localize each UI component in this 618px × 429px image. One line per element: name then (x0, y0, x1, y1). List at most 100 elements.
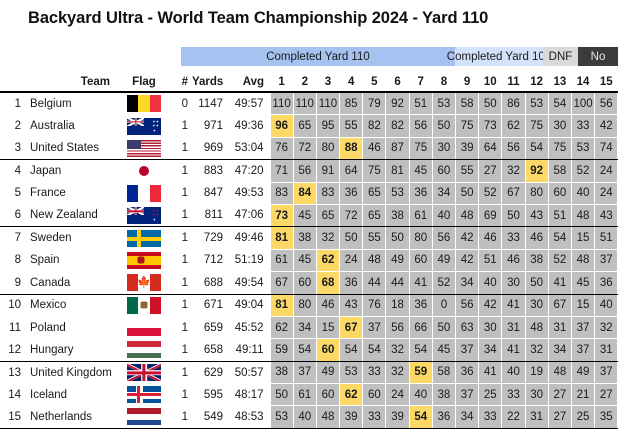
row-lap-value-5: 33 (362, 405, 387, 429)
row-lap-value-3: 60 (315, 383, 341, 407)
row-lap-value-11: 30 (501, 271, 526, 295)
row-runners-remaining: 1 (172, 249, 192, 272)
table-row[interactable]: 2 Australia ✦✦ ✦✦ ✦ 1 971 49:36 96 65 95 55 82 82 56 50… (0, 114, 618, 138)
row-lap-value-14: 15 (570, 226, 596, 250)
header-lap-1[interactable]: 1 (270, 76, 294, 93)
row-lap-value-8: 60 (431, 159, 457, 183)
row-lap-value-8: 53 (431, 91, 457, 116)
header-lap-12[interactable]: 12 (525, 76, 549, 93)
row-runners-remaining: 1 (172, 182, 192, 205)
table-row[interactable]: 15 Netherlands 1 549 48:53 53 40 48 39 33 39 54 36 34… (0, 405, 618, 429)
header-lap-9[interactable]: 9 (455, 76, 479, 93)
header-lap-15[interactable]: 15 (594, 76, 618, 93)
row-lap-value-15: 35 (594, 405, 618, 429)
row-total-yards: 658 (192, 338, 228, 362)
header-lap-4[interactable]: 4 (339, 76, 363, 93)
row-lap-value-13: 41 (547, 271, 572, 295)
table-row[interactable]: 5 France 1 847 49:53 83 84 83 36 65 53 36 34 50 52 67 80… (0, 181, 618, 205)
header-lap-2[interactable]: 2 (293, 76, 317, 93)
row-team-name: New Zealand (28, 204, 116, 228)
row-flag-cell (116, 294, 172, 317)
row-lap-value-11: 67 (501, 181, 526, 205)
flag-icon-iceland (127, 386, 161, 404)
header-lap-7[interactable]: 7 (409, 76, 433, 93)
row-lap-value-2: 60 (292, 271, 317, 295)
row-lap-value-11: 33 (501, 383, 526, 407)
header-lap-10[interactable]: 10 (478, 76, 502, 93)
row-lap-value-4: 53 (339, 360, 364, 385)
row-lap-value-3: 80 (315, 136, 341, 161)
row-lap-value-5: 76 (362, 293, 387, 317)
table-row[interactable]: 13 United Kingdom 1 629 50:57 38 37 49 53 33 32 59 5… (0, 360, 618, 385)
header-lap-5[interactable]: 5 (362, 76, 386, 93)
header-lap-6[interactable]: 6 (385, 76, 410, 93)
header-lap-3[interactable]: 3 (316, 76, 340, 93)
row-rank: 3 (0, 137, 28, 161)
row-rank: 8 (0, 249, 28, 272)
row-lap-value-8: 36 (431, 405, 457, 429)
flag-icon-usa (127, 139, 161, 157)
table-row[interactable]: 14 Iceland 1 595 48:17 50 61 60 62 60 24 40 38 37 25 33… (0, 383, 618, 407)
table-row[interactable]: 11 Poland 1 659 45:52 62 34 15 67 37 56 66 50 63 30 31 4… (0, 315, 618, 340)
header-lap-14[interactable]: 14 (571, 76, 595, 93)
flag-icon-spain (127, 251, 161, 269)
row-lap-value-4: 62 (339, 383, 364, 407)
row-lap-value-2: 37 (292, 360, 317, 385)
row-lap-value-13: 58 (547, 159, 572, 183)
row-lap-value-10: 40 (478, 271, 503, 295)
row-lap-value-3: 46 (315, 293, 341, 317)
row-team-name: United Kingdom (28, 361, 116, 384)
row-lap-value-14: 37 (570, 315, 596, 340)
table-row[interactable]: 6 New Zealand ✦✦ ✦✦ ✦ 1 811 47:06 73 45 65 72 65 38 61… (0, 203, 618, 228)
row-lap-value-10: 33 (478, 405, 503, 429)
row-lap-value-12: 75 (524, 114, 549, 138)
row-lap-value-15: 42 (594, 114, 618, 138)
table-row[interactable]: 7 Sweden 1 729 49:46 81 38 32 50 55 50 80 56 42 46 33 46… (0, 226, 618, 250)
header-hash[interactable]: # (172, 76, 192, 93)
header-lap-13[interactable]: 13 (548, 76, 572, 93)
row-lap-value-7: 36 (408, 293, 433, 317)
row-lap-value-10: 50 (478, 91, 503, 116)
row-lap-value-2: 45 (292, 203, 317, 228)
row-lap-value-6: 87 (385, 136, 410, 161)
row-runners-remaining: 1 (172, 271, 192, 295)
row-lap-value-12: 30 (524, 383, 549, 407)
header-lap-8[interactable]: 8 (432, 76, 456, 93)
row-lap-value-12: 92 (524, 159, 549, 183)
row-lap-value-7: 59 (408, 360, 433, 385)
row-lap-value-2: 72 (292, 136, 317, 161)
table-row[interactable]: 4 Japan 1 883 47:20 71 56 91 64 75 81 45 60 55 27 32 92 5… (0, 159, 618, 183)
row-lap-value-8: 34 (431, 181, 457, 205)
flag-icon-belgium (127, 95, 161, 113)
header-avg[interactable]: Avg (228, 76, 270, 93)
header-yards[interactable]: Yards (192, 76, 228, 93)
row-lap-value-7: 56 (408, 114, 433, 138)
table-row[interactable]: 9 Canada 🍁 1 688 49:54 67 60 68 36 44 44 41 52 34 40 30 5… (0, 271, 618, 295)
row-lap-value-3: 95 (315, 114, 341, 138)
row-flag-cell (116, 361, 172, 384)
table-row[interactable]: 3 United States 1 969 53:04 76 72 80 88 46 87 75 30 3… (0, 136, 618, 161)
row-lap-value-5: 37 (362, 315, 387, 340)
row-lap-value-7: 75 (408, 136, 433, 161)
row-lap-value-15: 37 (594, 360, 618, 385)
header-flag[interactable]: Flag (116, 76, 172, 93)
row-lap-value-14: 49 (570, 360, 596, 385)
row-flag-cell: ✦✦ ✦✦ ✦ (116, 114, 172, 138)
header-lap-11[interactable]: 11 (501, 76, 526, 93)
row-lap-value-12: 43 (524, 203, 549, 228)
row-lap-value-6: 81 (385, 159, 410, 183)
row-rank: 10 (0, 294, 28, 317)
header-team[interactable]: Team (28, 76, 116, 93)
table-row[interactable]: 8 Spain 1 712 51:19 61 45 62 24 48 49 60 49 42 51 46 38 5… (0, 248, 618, 273)
row-flag-cell (116, 92, 172, 115)
row-average-time: 48:17 (228, 383, 270, 406)
row-team-name: Belgium (28, 92, 116, 115)
row-lap-value-13: 54 (547, 226, 572, 250)
table-row[interactable]: 1 Belgium 0 1147 49:57 110 110 110 85 79 92 51 53 58 5… (0, 91, 618, 116)
row-total-yards: 811 (192, 204, 228, 228)
row-team-name: Iceland (28, 383, 116, 406)
row-rank: 12 (0, 338, 28, 362)
row-lap-value-15: 40 (594, 293, 618, 317)
table-row[interactable]: 10 Mexico 1 671 49:04 81 80 46 43 76 18 36 0 56 42 41 30… (0, 293, 618, 317)
table-row[interactable]: 12 Hungary 1 658 49:11 59 54 60 54 54 32 54 45 37 34 41… (0, 338, 618, 362)
